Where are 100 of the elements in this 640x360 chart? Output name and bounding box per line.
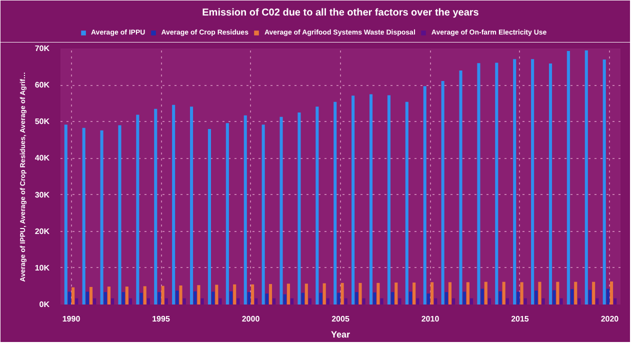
- bar: [538, 282, 542, 304]
- bar: [283, 294, 286, 304]
- bar: [154, 108, 158, 304]
- bar: [592, 282, 596, 304]
- bar: [194, 291, 197, 304]
- bar: [290, 298, 294, 304]
- bar: [229, 291, 233, 304]
- bar: [516, 292, 520, 304]
- bar: [322, 283, 326, 304]
- y-tick-label: 10K: [34, 263, 50, 272]
- bar: [578, 298, 581, 304]
- bar: [506, 298, 509, 304]
- bar: [380, 298, 384, 304]
- x-axis-title: Year: [330, 330, 351, 340]
- bar: [280, 116, 283, 304]
- bar: [459, 70, 462, 304]
- bar: [64, 124, 68, 304]
- bar: [136, 114, 140, 304]
- bar: [75, 298, 78, 304]
- bar: [566, 51, 570, 304]
- bar: [520, 282, 524, 304]
- bar: [247, 292, 250, 304]
- bar: [265, 294, 268, 304]
- bar: [448, 282, 452, 304]
- bar: [272, 298, 276, 304]
- bar: [408, 292, 412, 304]
- bar: [301, 292, 304, 304]
- bar: [556, 282, 560, 304]
- bar: [602, 59, 606, 304]
- bar: [100, 130, 104, 304]
- bar: [104, 292, 107, 304]
- bar: [344, 298, 348, 304]
- bar: [462, 292, 466, 304]
- bar: [197, 285, 200, 304]
- bar: [441, 81, 444, 304]
- bar: [340, 282, 344, 304]
- y-tick-label: 0K: [39, 300, 50, 309]
- bar: [531, 59, 534, 304]
- bar: [452, 298, 456, 304]
- x-tick-label: 1990: [62, 314, 81, 324]
- bar: [606, 288, 610, 304]
- y-tick-label: 30K: [34, 190, 50, 200]
- bar: [373, 292, 376, 304]
- bar: [164, 298, 168, 304]
- bar: [495, 62, 498, 304]
- bar: [179, 285, 182, 304]
- bar: [412, 282, 416, 304]
- bar: [118, 125, 122, 304]
- bar: [513, 59, 516, 304]
- bar: [68, 292, 71, 304]
- bar: [334, 102, 337, 304]
- bar: [244, 115, 247, 304]
- bar: [484, 282, 488, 304]
- bar: [498, 291, 502, 304]
- y-tick-label: 70K: [34, 44, 50, 53]
- y-tick-label: 50K: [34, 117, 50, 126]
- x-tick-label: 2005: [332, 314, 350, 324]
- bar: [140, 292, 143, 304]
- bar: [610, 281, 614, 304]
- bar: [146, 298, 150, 304]
- bar: [326, 298, 330, 304]
- bar: [534, 290, 538, 304]
- bar: [251, 284, 254, 304]
- bar: [200, 298, 204, 304]
- bar: [268, 284, 272, 304]
- bar: [560, 298, 563, 304]
- bar: [298, 112, 301, 304]
- bar: [72, 287, 75, 304]
- bar: [369, 94, 373, 304]
- bar: [107, 286, 110, 304]
- bar: [502, 282, 506, 304]
- bar: [398, 298, 402, 304]
- y-tick-label: 20K: [34, 226, 50, 236]
- bar: [262, 124, 265, 304]
- bar: [352, 96, 355, 304]
- bar: [158, 292, 161, 304]
- y-tick-label: 40K: [34, 154, 50, 163]
- bar: [161, 286, 164, 304]
- bar: [405, 102, 408, 304]
- bar: [488, 298, 491, 304]
- bar: [542, 298, 545, 304]
- bar: [416, 298, 420, 304]
- bar: [304, 284, 308, 304]
- x-tick-label: 2015: [511, 314, 530, 324]
- bar: [236, 298, 240, 304]
- bar: [122, 292, 125, 304]
- bar: [423, 86, 426, 304]
- bar: [128, 298, 132, 304]
- bar: [466, 282, 470, 304]
- bar: [254, 298, 258, 304]
- bar: [614, 298, 617, 304]
- bar: [89, 286, 93, 304]
- bar: [480, 288, 484, 304]
- bar: [470, 298, 474, 304]
- bar: [226, 123, 229, 304]
- chart-title: Emission of C02 due to all the other factors over the years: [202, 8, 480, 18]
- bar: [596, 298, 599, 304]
- x-tick-label: 2010: [421, 314, 440, 324]
- bar: [394, 282, 398, 304]
- bar: [337, 292, 340, 304]
